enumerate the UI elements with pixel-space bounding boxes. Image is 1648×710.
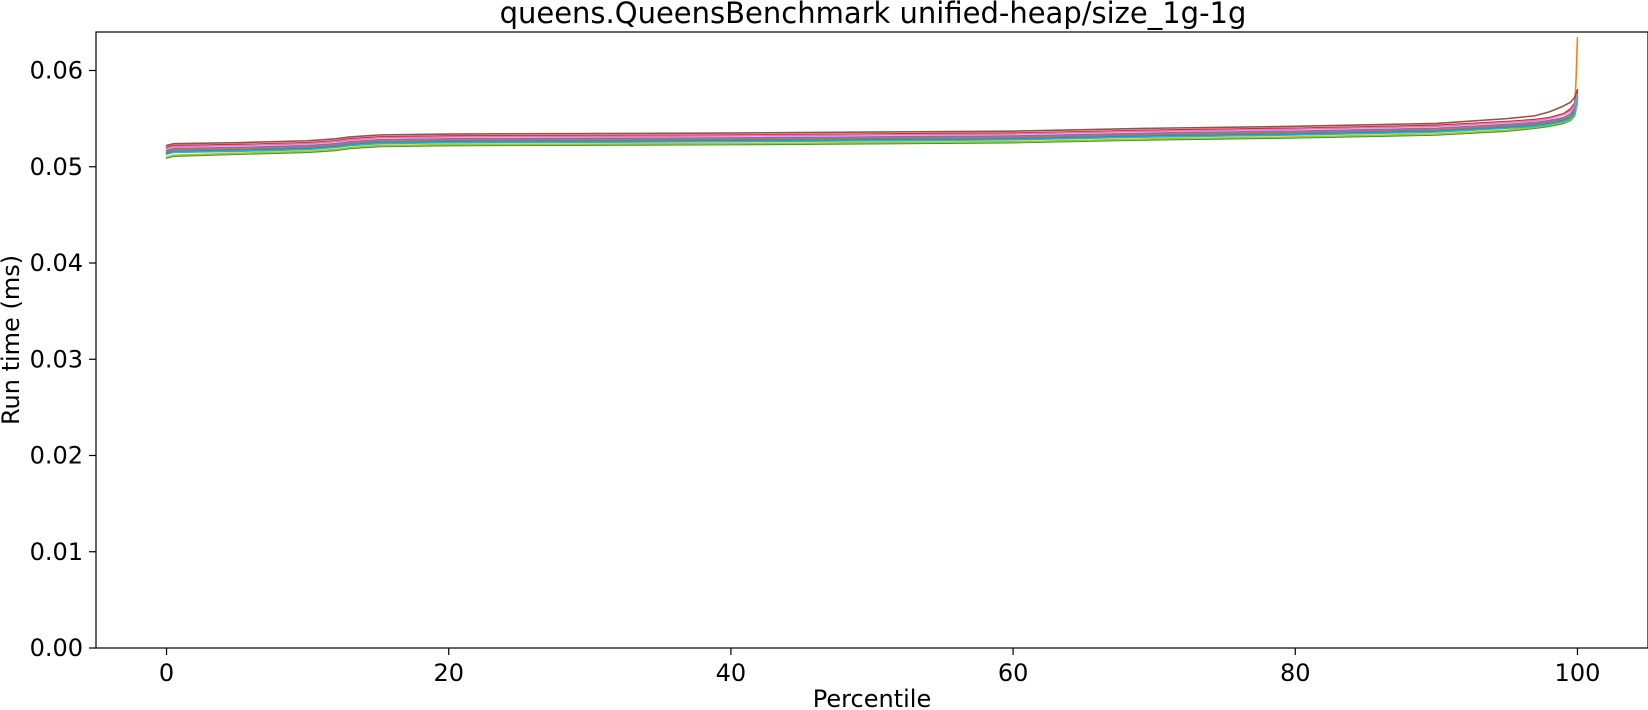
- series-line-9: [165, 101, 1579, 158]
- y-axis-label: Run time (ms): [0, 255, 25, 425]
- x-axis-label: Percentile: [813, 685, 931, 710]
- x-axis-ticks: 0 20 40 60 80 100: [159, 648, 1600, 687]
- y-tick-label: 0.03: [30, 345, 83, 373]
- x-tick-label: 60: [998, 659, 1029, 687]
- series-line-2: [165, 36, 1579, 153]
- x-tick-label: 100: [1555, 659, 1601, 687]
- plot-frame: [95, 31, 1648, 649]
- series-line-6: [165, 88, 1579, 147]
- y-tick-label: 0.00: [30, 634, 83, 662]
- y-tick-label: 0.02: [30, 442, 83, 470]
- y-tick-label: 0.06: [30, 57, 83, 85]
- y-tick-label: 0.01: [30, 538, 83, 566]
- y-tick-label: 0.05: [30, 153, 83, 181]
- series-line-7: [165, 93, 1579, 150]
- series-line-4: [165, 90, 1579, 149]
- series-layer: [165, 36, 1579, 159]
- series-line-3: [165, 102, 1579, 159]
- x-tick-label: 20: [433, 659, 464, 687]
- x-tick-label: 80: [1280, 659, 1311, 687]
- series-line-1: [165, 94, 1579, 155]
- series-line-8: [165, 98, 1579, 154]
- x-tick-label: 40: [716, 659, 747, 687]
- chart-title: queens.QueensBenchmark unified-heap/size…: [500, 0, 1247, 30]
- y-tick-label: 0.04: [30, 249, 83, 277]
- y-axis-ticks: 0.00 0.01 0.02 0.03 0.04 0.05 0.06: [30, 57, 96, 662]
- series-line-10: [165, 96, 1579, 156]
- x-tick-label: 0: [159, 659, 174, 687]
- series-line-5: [165, 96, 1579, 152]
